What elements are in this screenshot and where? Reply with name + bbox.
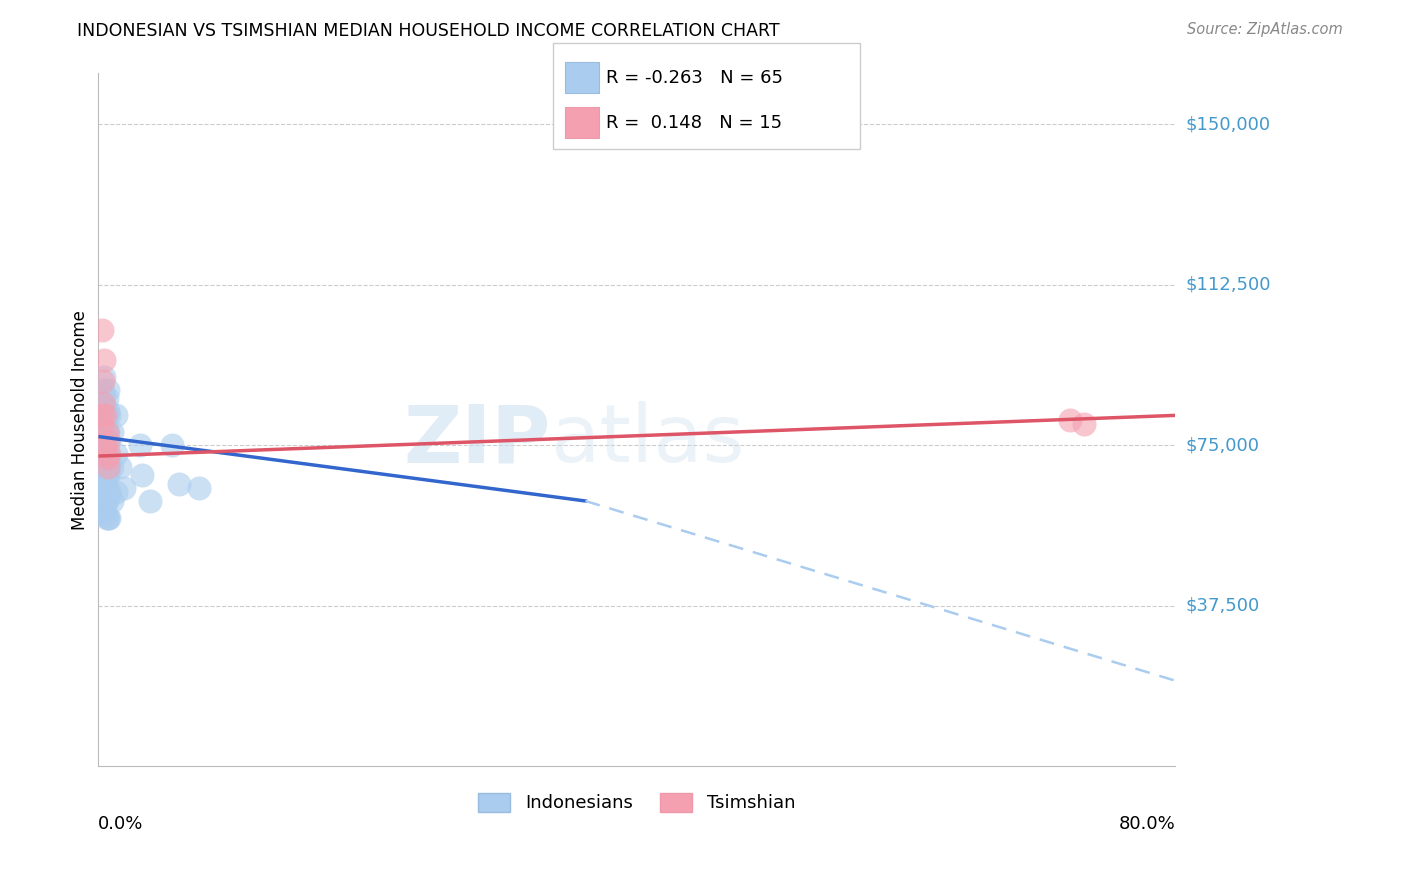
Point [94, 438, 117, 452]
Point [187, 481, 209, 495]
Point [97, 511, 120, 525]
Point [94, 442, 117, 457]
Text: 0.0%: 0.0% [97, 815, 143, 833]
Point [93, 369, 115, 384]
Point [90, 459, 112, 474]
Point [94, 494, 117, 508]
Point [93, 421, 115, 435]
Point [104, 485, 127, 500]
Point [90, 442, 112, 457]
Point [93, 409, 115, 423]
Point [101, 425, 124, 440]
Point [112, 481, 135, 495]
Point [90, 417, 112, 431]
Point [101, 494, 124, 508]
Point [94, 481, 117, 495]
Text: $37,500: $37,500 [1185, 597, 1260, 615]
Point [90, 434, 112, 448]
Point [162, 438, 184, 452]
Point [96, 409, 118, 423]
Text: Source: ZipAtlas.com: Source: ZipAtlas.com [1187, 22, 1343, 37]
Point [91, 464, 114, 478]
Point [98, 409, 121, 423]
Point [96, 425, 118, 440]
Point [97, 490, 120, 504]
Point [139, 494, 162, 508]
Point [90, 417, 112, 431]
Point [94, 468, 117, 483]
Point [98, 485, 121, 500]
Point [90, 395, 112, 409]
Point [94, 430, 117, 444]
Point [96, 481, 118, 495]
Point [93, 434, 115, 448]
Point [90, 468, 112, 483]
Point [91, 412, 114, 426]
Point [94, 409, 117, 423]
Text: atlas: atlas [550, 401, 745, 480]
Text: INDONESIAN VS TSIMSHIAN MEDIAN HOUSEHOLD INCOME CORRELATION CHART: INDONESIAN VS TSIMSHIAN MEDIAN HOUSEHOLD… [77, 22, 780, 40]
Point [104, 409, 127, 423]
Point [93, 502, 115, 516]
Point [93, 459, 115, 474]
Point [98, 459, 121, 474]
Point [96, 455, 118, 469]
Point [98, 511, 121, 525]
Point [91, 476, 114, 491]
Point [97, 383, 120, 397]
Text: R =  0.148   N = 15: R = 0.148 N = 15 [606, 113, 782, 132]
Point [97, 459, 120, 474]
Point [90, 425, 112, 440]
Point [91, 395, 114, 409]
Point [101, 459, 124, 474]
Point [97, 404, 120, 418]
Point [93, 352, 115, 367]
Point [90, 409, 112, 423]
Point [128, 438, 150, 452]
Point [93, 476, 115, 491]
Point [94, 507, 117, 521]
Point [90, 323, 112, 337]
Y-axis label: Median Household Income: Median Household Income [72, 310, 89, 530]
Point [97, 447, 120, 461]
Point [94, 455, 117, 469]
Point [96, 468, 118, 483]
Point [96, 391, 118, 405]
Text: ZIP: ZIP [404, 401, 550, 480]
Text: $150,000: $150,000 [1185, 115, 1271, 133]
Point [93, 490, 115, 504]
Point [91, 374, 114, 388]
Point [90, 451, 112, 466]
Point [97, 425, 120, 440]
Text: $112,500: $112,500 [1185, 276, 1271, 293]
Point [93, 447, 115, 461]
Point [96, 425, 118, 440]
Text: $75,000: $75,000 [1185, 436, 1260, 454]
Point [94, 417, 117, 431]
Point [96, 442, 118, 457]
Point [93, 391, 115, 405]
Point [96, 451, 118, 466]
Point [96, 494, 118, 508]
Point [98, 447, 121, 461]
Point [91, 438, 114, 452]
Point [98, 434, 121, 448]
Point [104, 447, 127, 461]
Point [167, 476, 190, 491]
Text: R = -0.263   N = 65: R = -0.263 N = 65 [606, 69, 783, 87]
Point [1059, 412, 1081, 426]
Text: 80.0%: 80.0% [1119, 815, 1175, 833]
Point [108, 459, 131, 474]
Point [91, 400, 114, 414]
Point [97, 468, 120, 483]
Point [91, 451, 114, 466]
Point [91, 383, 114, 397]
Legend: Indonesians, Tsimshian: Indonesians, Tsimshian [471, 786, 803, 820]
Point [97, 434, 120, 448]
Point [96, 511, 118, 525]
Point [94, 400, 117, 414]
Point [1073, 417, 1095, 431]
Point [131, 468, 153, 483]
Point [91, 425, 114, 440]
